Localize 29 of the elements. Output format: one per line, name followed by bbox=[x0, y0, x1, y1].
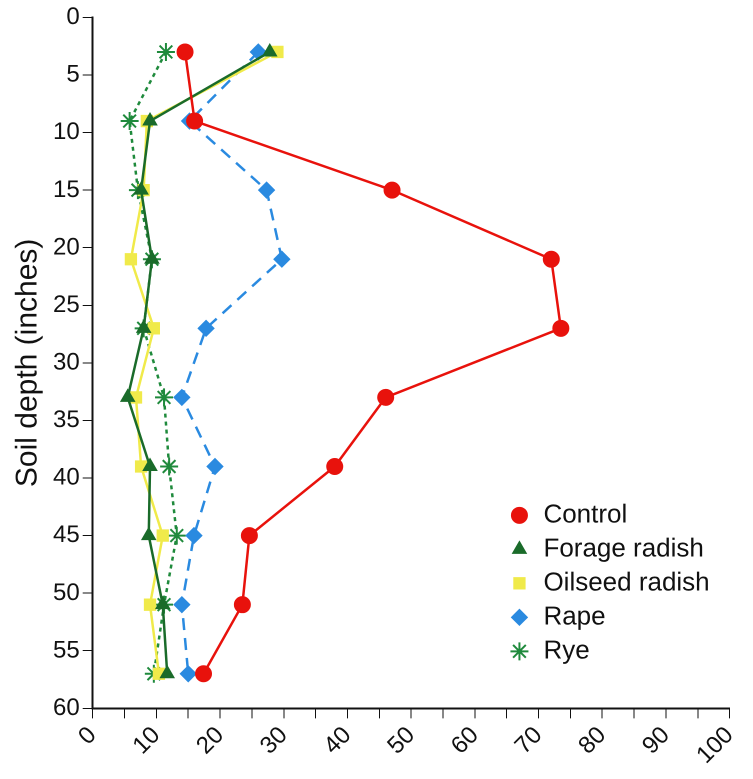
x-tick-label: 30 bbox=[254, 721, 293, 760]
legend-label: Rape bbox=[543, 600, 606, 630]
x-tick-label: 40 bbox=[318, 721, 356, 760]
x-tick-label: 50 bbox=[382, 721, 420, 760]
x-tick-label: 60 bbox=[446, 721, 484, 760]
y-tick-label: 25 bbox=[52, 290, 80, 318]
y-tick-label: 0 bbox=[66, 3, 80, 30]
x-tick-label: 80 bbox=[573, 721, 612, 760]
y-tick-label: 15 bbox=[52, 176, 80, 203]
y-tick-label: 40 bbox=[52, 464, 80, 491]
y-tick-label: 50 bbox=[52, 578, 80, 606]
x-tick-label: 90 bbox=[636, 721, 675, 760]
x-tick-label: 100 bbox=[691, 721, 739, 769]
x-tick-label: 20 bbox=[191, 721, 230, 760]
legend-label: Oilseed radish bbox=[543, 566, 710, 596]
legend-label: Control bbox=[543, 498, 628, 528]
y-tick-label: 10 bbox=[52, 118, 80, 146]
x-tick-label: 70 bbox=[510, 721, 548, 760]
legend-label: Forage radish bbox=[543, 532, 704, 562]
y-tick-label: 35 bbox=[52, 406, 80, 434]
y-tick-label: 20 bbox=[52, 233, 80, 260]
y-axis-title: Soil depth (inches) bbox=[10, 238, 44, 488]
legend-label: Rye bbox=[543, 634, 590, 664]
y-tick-label: 5 bbox=[66, 60, 80, 88]
y-tick-label: 60 bbox=[52, 694, 80, 721]
x-tick-label: 10 bbox=[127, 721, 166, 760]
y-tick-label: 45 bbox=[52, 521, 80, 548]
y-tick-label: 55 bbox=[52, 636, 80, 664]
y-tick-label: 30 bbox=[52, 348, 80, 376]
